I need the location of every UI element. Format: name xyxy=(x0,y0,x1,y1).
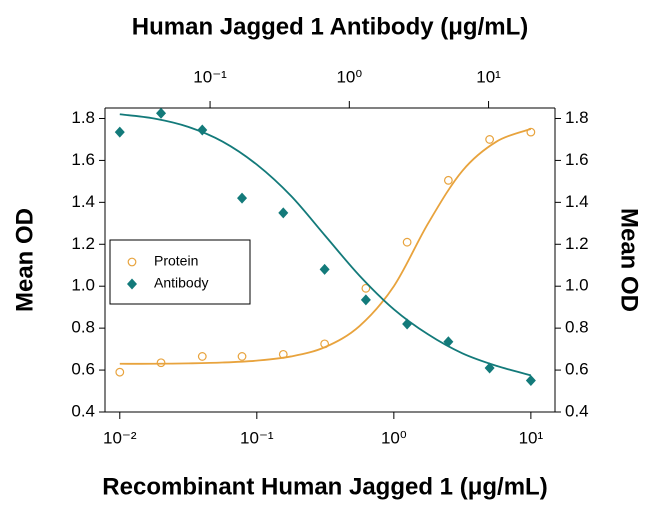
x-tick-label: 10⁻² xyxy=(103,428,137,447)
data-point xyxy=(156,107,167,119)
fit-curve xyxy=(119,128,532,365)
y2-tick-label: 1.0 xyxy=(565,276,589,295)
data-point xyxy=(526,127,536,137)
y-tick-label: 1.8 xyxy=(71,108,95,127)
data-point xyxy=(278,207,289,219)
x-tick-label: 10⁻¹ xyxy=(240,428,274,447)
x-axis-label: Recombinant Human Jagged 1 (μg/mL) xyxy=(102,473,547,500)
data-point xyxy=(115,367,125,377)
x2-tick-label: 10⁻¹ xyxy=(193,67,227,86)
data-point xyxy=(525,375,536,387)
data-point xyxy=(485,135,495,144)
data-point xyxy=(443,175,453,185)
x2-tick-label: 10¹ xyxy=(476,67,501,86)
legend-label: Protein xyxy=(154,253,198,269)
y-tick-label: 1.4 xyxy=(71,192,95,211)
fit-curve xyxy=(119,113,532,377)
data-point xyxy=(278,349,288,359)
y2-tick-label: 1.2 xyxy=(565,234,589,253)
data-point xyxy=(197,124,208,136)
data-point xyxy=(402,237,412,247)
y-tick-label: 0.8 xyxy=(71,318,95,337)
y2-tick-label: 1.6 xyxy=(565,150,589,169)
legend-marker xyxy=(127,278,137,290)
x-tick-label: 10⁰ xyxy=(381,428,407,447)
data-point xyxy=(197,352,207,361)
data-point xyxy=(156,358,166,368)
y2-tick-label: 0.8 xyxy=(565,318,589,337)
legend-box xyxy=(109,239,251,305)
data-point xyxy=(237,352,247,361)
data-point xyxy=(320,339,330,349)
legend-label: Antibody xyxy=(154,275,208,291)
y-axis-label: Mean OD xyxy=(11,208,38,312)
data-point xyxy=(361,283,371,293)
y2-axis-label: Mean OD xyxy=(616,208,643,312)
y2-tick-label: 1.4 xyxy=(565,192,589,211)
x-tick-label: 10¹ xyxy=(519,428,544,447)
data-point xyxy=(402,318,413,330)
data-point xyxy=(443,336,454,348)
y-tick-label: 1.2 xyxy=(71,234,95,253)
chart-title: Human Jagged 1 Antibody (μg/mL) xyxy=(132,13,528,40)
y2-tick-label: 0.4 xyxy=(565,401,589,420)
data-point xyxy=(319,263,330,275)
legend-marker xyxy=(127,257,137,267)
data-point xyxy=(484,362,495,374)
y2-tick-label: 1.8 xyxy=(565,108,589,127)
x2-tick-label: 10⁰ xyxy=(336,67,362,86)
data-point xyxy=(114,126,125,138)
data-point xyxy=(237,192,248,204)
y-tick-label: 0.4 xyxy=(71,401,95,420)
y-tick-label: 1.6 xyxy=(71,150,95,169)
y2-tick-label: 0.6 xyxy=(565,360,589,379)
y-tick-label: 0.6 xyxy=(71,360,95,379)
data-point xyxy=(360,294,371,306)
y-tick-label: 1.0 xyxy=(71,276,95,295)
